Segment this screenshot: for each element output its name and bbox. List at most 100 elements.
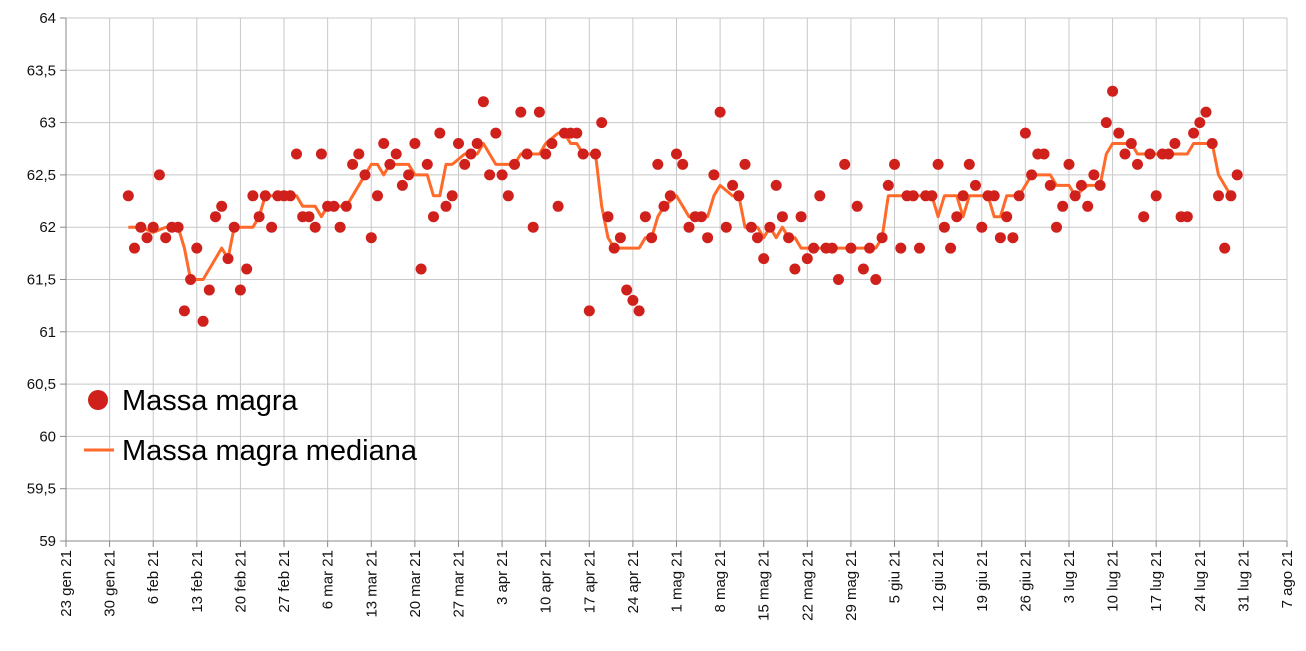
data-point bbox=[876, 232, 888, 244]
x-tick-label: 15 mag 21 bbox=[756, 550, 773, 621]
x-tick-label: 17 apr 21 bbox=[581, 550, 598, 613]
y-tick-label: 60 bbox=[39, 428, 56, 445]
data-point bbox=[241, 263, 253, 275]
data-point bbox=[496, 169, 508, 181]
data-point bbox=[1088, 169, 1100, 181]
data-point bbox=[353, 148, 365, 160]
y-tick-label: 60,5 bbox=[27, 376, 56, 393]
data-point bbox=[135, 221, 147, 233]
data-point bbox=[315, 148, 327, 160]
data-point bbox=[639, 211, 651, 223]
data-point bbox=[390, 148, 402, 160]
x-tick-labels: 23 gen 21 30 gen 21 6 feb 21 13 feb 21 20 fe… bbox=[58, 550, 1296, 621]
data-point bbox=[1132, 158, 1143, 170]
data-point bbox=[1169, 138, 1181, 149]
data-point bbox=[988, 190, 1000, 202]
data-point bbox=[459, 158, 471, 170]
data-point bbox=[540, 148, 552, 160]
data-point bbox=[309, 221, 321, 233]
data-point bbox=[403, 169, 415, 181]
data-point bbox=[378, 138, 390, 149]
x-tick-label: 27 mar 21 bbox=[450, 550, 467, 618]
x-tick-label: 31 lug 21 bbox=[1235, 550, 1252, 612]
data-point bbox=[683, 221, 695, 233]
data-point bbox=[428, 211, 439, 223]
y-tick-label: 62,5 bbox=[27, 167, 56, 184]
data-point bbox=[776, 211, 788, 223]
x-tick-label: 13 feb 21 bbox=[189, 550, 206, 613]
data-point bbox=[801, 253, 813, 265]
legend-marker-massa-magra bbox=[88, 390, 108, 410]
data-point bbox=[994, 232, 1006, 244]
data-point bbox=[509, 158, 520, 170]
data-point bbox=[259, 190, 271, 202]
data-point bbox=[303, 211, 315, 223]
series-points-group bbox=[122, 85, 1243, 327]
data-point bbox=[247, 190, 259, 202]
data-point bbox=[490, 127, 502, 139]
data-point bbox=[1051, 221, 1062, 233]
data-point bbox=[552, 200, 564, 212]
legend: Massa magra Massa magra mediana bbox=[84, 385, 418, 467]
legend-label-massa-magra: Massa magra bbox=[122, 385, 299, 417]
data-point bbox=[365, 232, 377, 244]
x-tick-label: 24 lug 21 bbox=[1192, 550, 1209, 612]
data-point bbox=[1038, 148, 1050, 160]
data-point bbox=[882, 179, 894, 191]
y-tick-label: 62 bbox=[39, 219, 56, 236]
data-point bbox=[334, 221, 346, 233]
data-point bbox=[889, 158, 900, 170]
x-tick-label: 3 apr 21 bbox=[494, 550, 511, 605]
data-point bbox=[951, 211, 963, 223]
x-tick-label: 22 mag 21 bbox=[799, 550, 816, 621]
data-point bbox=[664, 190, 676, 202]
data-point bbox=[421, 158, 433, 170]
data-point bbox=[758, 253, 770, 265]
data-point bbox=[153, 169, 165, 181]
data-point bbox=[203, 284, 215, 296]
data-point bbox=[652, 158, 664, 170]
data-point bbox=[1206, 138, 1218, 149]
data-point bbox=[938, 221, 950, 233]
data-point bbox=[976, 221, 988, 233]
data-point bbox=[583, 305, 595, 317]
data-point bbox=[340, 200, 352, 212]
grid-lines bbox=[65, 17, 1288, 542]
x-tick-label: 23 gen 21 bbox=[58, 550, 75, 617]
data-point bbox=[1001, 211, 1013, 223]
data-point bbox=[1063, 158, 1075, 170]
data-point bbox=[633, 305, 645, 317]
x-tick-label: 10 lug 21 bbox=[1105, 550, 1122, 612]
data-point bbox=[608, 242, 620, 254]
x-tick-label: 6 feb 21 bbox=[145, 550, 162, 604]
data-point bbox=[714, 106, 726, 118]
data-point bbox=[1225, 190, 1237, 202]
data-point bbox=[602, 211, 614, 223]
data-point bbox=[446, 190, 458, 202]
data-point bbox=[702, 232, 714, 244]
data-point bbox=[1213, 190, 1224, 202]
data-point bbox=[1057, 200, 1069, 212]
data-point bbox=[590, 148, 601, 160]
data-point bbox=[926, 190, 938, 202]
data-point bbox=[222, 253, 234, 265]
x-tick-label: 1 mag 21 bbox=[669, 550, 686, 613]
data-point bbox=[1075, 179, 1087, 191]
series-line-massa-magra-mediana bbox=[128, 131, 1233, 281]
data-point bbox=[1119, 148, 1131, 160]
data-point bbox=[646, 232, 658, 244]
data-point bbox=[1194, 117, 1206, 129]
data-point bbox=[396, 179, 408, 191]
data-point bbox=[372, 190, 383, 202]
data-point bbox=[1100, 117, 1112, 129]
x-tick-label: 10 apr 21 bbox=[538, 550, 555, 613]
data-point bbox=[826, 242, 838, 254]
data-point bbox=[727, 179, 739, 191]
data-point bbox=[857, 263, 869, 275]
data-point bbox=[172, 221, 184, 233]
y-tick-labels: 59 59,5 60 60,5 61 61,5 62 62,5 63 63,5 64 bbox=[27, 10, 56, 550]
data-point bbox=[284, 190, 296, 202]
data-point bbox=[384, 158, 396, 170]
data-point bbox=[833, 274, 844, 285]
